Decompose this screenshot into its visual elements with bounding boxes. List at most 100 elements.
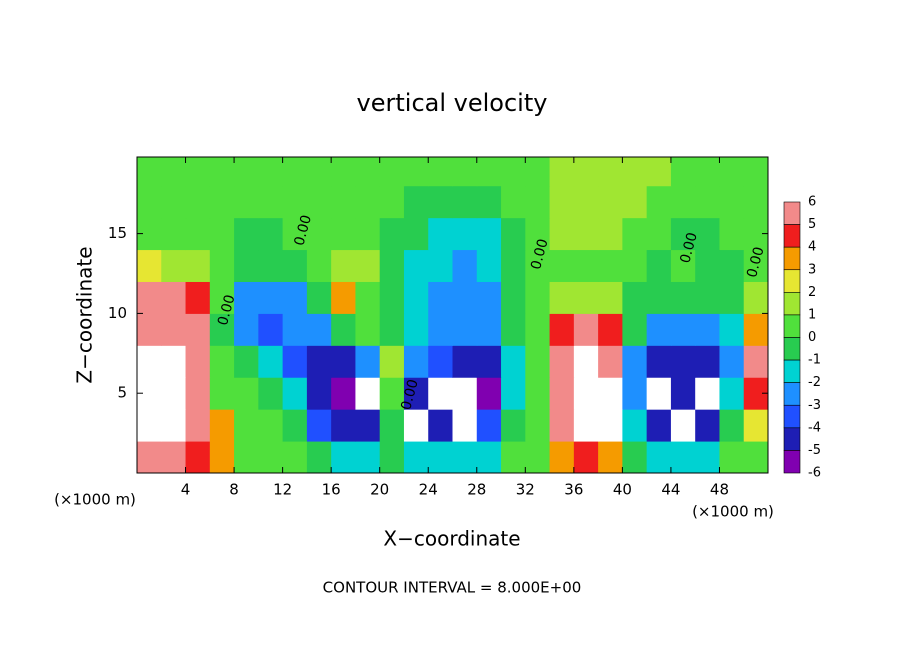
colorbar-swatch (783, 292, 801, 316)
cell (331, 345, 356, 378)
colorbar-swatch (783, 337, 801, 361)
cell (428, 217, 453, 251)
cell (137, 249, 162, 282)
cell (549, 345, 575, 378)
cell (185, 345, 211, 378)
cell (573, 249, 599, 282)
cell (719, 313, 745, 346)
cell (695, 313, 720, 346)
cell (258, 185, 284, 219)
cell (331, 249, 356, 282)
cell (137, 157, 162, 187)
colorbar-swatch (783, 314, 801, 338)
cell (428, 185, 453, 219)
colorbar-label: 6 (808, 195, 816, 210)
cell (476, 313, 502, 346)
x-axis-label: X−coordinate (383, 527, 520, 551)
cell (501, 249, 526, 282)
y-axis-label: Z−coordinate (73, 246, 97, 383)
cell (573, 281, 599, 314)
cell (598, 217, 623, 251)
cell (306, 409, 332, 442)
cell (379, 281, 405, 314)
cell (331, 313, 356, 346)
cell (379, 313, 405, 346)
cell (670, 313, 696, 346)
cell (331, 377, 356, 410)
plot-frame (136, 156, 769, 474)
cell (719, 409, 745, 442)
cells (137, 157, 768, 473)
cell (719, 281, 745, 314)
y-tick-label: 15 (108, 224, 127, 242)
cell (403, 157, 429, 187)
cell (452, 157, 478, 187)
colorbar-swatch (783, 224, 801, 248)
x-tick-label: 40 (613, 481, 632, 499)
cell (282, 377, 308, 410)
cell (161, 185, 187, 219)
cell (282, 157, 308, 187)
cell (234, 345, 259, 378)
cell (379, 249, 405, 282)
cell (646, 409, 672, 442)
cell (525, 313, 551, 346)
cell (137, 345, 162, 378)
cell (525, 157, 551, 187)
cell (137, 313, 162, 346)
cell (209, 377, 235, 410)
cell (306, 377, 332, 410)
cell (573, 185, 599, 219)
cell (282, 345, 308, 378)
colorbar-swatch (783, 404, 801, 429)
cell (573, 345, 599, 378)
colorbar-label: -6 (808, 466, 821, 481)
cell (428, 409, 453, 442)
x-tick-label: 16 (322, 481, 341, 499)
x-tick-label: 20 (370, 481, 389, 499)
cell (743, 409, 768, 442)
cell (525, 249, 551, 282)
colorbar-swatch (783, 450, 801, 474)
colorbar-swatch (783, 269, 801, 293)
cell (403, 409, 429, 442)
cell (137, 441, 162, 473)
cell (622, 281, 648, 314)
cell (598, 157, 623, 187)
cell (306, 281, 332, 314)
x-tick-label: 44 (661, 481, 680, 499)
cell (355, 281, 381, 314)
cell (670, 377, 696, 410)
contour-label: 0.00 (744, 245, 768, 279)
colorbar-swatch (783, 382, 801, 406)
colorbar-swatch (783, 359, 801, 383)
cell (428, 281, 453, 314)
cell (476, 249, 502, 282)
cell (403, 217, 429, 251)
x-tick-label: 8 (229, 481, 239, 499)
cell (331, 441, 356, 473)
x-tick-label: 32 (516, 481, 535, 499)
cell (161, 409, 187, 442)
cell (549, 249, 575, 282)
chart-title: vertical velocity (357, 89, 548, 117)
x-tick-label: 48 (710, 481, 729, 499)
cell (695, 157, 720, 187)
contour-interval: CONTOUR INTERVAL = 8.000E+00 (323, 579, 582, 597)
cell (476, 217, 502, 251)
cell (209, 345, 235, 378)
cell (161, 157, 187, 187)
cell (646, 441, 672, 473)
cell (719, 185, 745, 219)
cell (622, 409, 648, 442)
cell (379, 409, 405, 442)
cell (695, 185, 720, 219)
cell (306, 157, 332, 187)
cell (549, 281, 575, 314)
cell (306, 313, 332, 346)
cell (234, 281, 259, 314)
cell (695, 441, 720, 473)
cell (670, 185, 696, 219)
cell (525, 409, 551, 442)
cell (306, 345, 332, 378)
